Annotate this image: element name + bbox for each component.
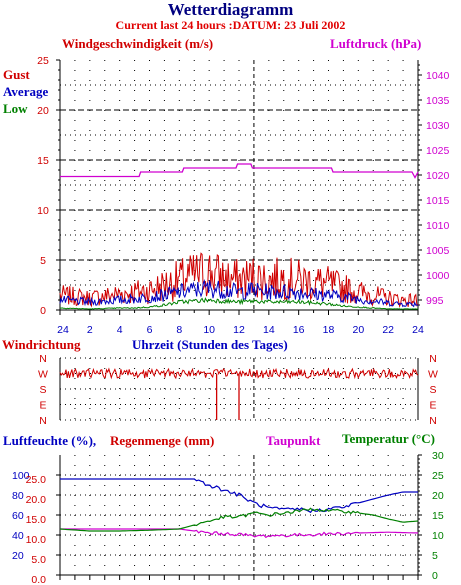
wind-tick-label: 15 [37,155,49,167]
pressure-tick-label: 1010 [426,220,450,232]
pressure-tick-label: 1030 [426,120,450,132]
winddir-tick-label-right: N [429,353,437,365]
rain-tick-label: 15.0 [26,514,47,526]
rain-tick-label: 20.0 [26,494,47,506]
temperature-tick-label: 15 [432,510,444,522]
winddir-tick-label-left: S [39,384,46,396]
winddir-tick-label-left: E [39,400,46,412]
pressure-tick-label: 1025 [426,145,450,157]
chart-subtitle: Current last 24 hours :DATUM: 23 Juli 20… [115,18,346,32]
series-average [59,279,419,308]
humidity-tick-label: 20 [12,550,24,562]
humidity-tick-label: 80 [12,490,24,502]
hour-tick-label: 8 [176,324,182,336]
pressure-axis-label: Luftdruck (hPa) [330,36,422,51]
hour-tick-label: 24 [57,324,69,336]
pressure-tick-label: 1000 [426,270,450,282]
winddir-tick-label-right: W [428,369,438,381]
pressure-tick-label: 1015 [426,195,450,207]
winddir-tick-label-left: N [39,353,47,365]
hour-tick-label: 14 [263,324,275,336]
legend-average: Average [3,84,49,99]
legend-low: Low [3,101,28,116]
winddir-axis-label: Windrichtung [2,337,81,352]
wind-tick-label: 25 [37,55,49,67]
wind-tick-label: 5 [40,255,46,267]
wind-tick-label: 0 [40,305,46,317]
hour-tick-label: 22 [382,324,394,336]
temperature-axis-label: Temperatur (°C) [342,431,435,446]
pressure-tick-label: 1035 [426,95,450,107]
hour-tick-label: 24 [412,324,424,336]
series-luftdruck [60,163,419,179]
temperature-tick-label: 20 [432,490,444,502]
series-low [59,297,419,310]
hour-tick-label: 4 [117,324,123,336]
wind-axis-label: Windgeschwindigkeit (m/s) [62,36,214,51]
humidity-tick-label: 100 [12,470,30,482]
temperature-tick-label: 25 [432,470,444,482]
hours-axis-label: Uhrzeit (Stunden des Tages) [132,337,288,352]
winddir-tick-label-left: N [39,415,47,427]
wind-tick-label: 20 [37,105,49,117]
legend-gust: Gust [3,67,30,82]
humidity-tick-label: 60 [12,510,24,522]
temperature-tick-label: 30 [432,450,444,462]
temperature-tick-label: 0 [432,570,438,582]
hour-tick-label: 20 [352,324,364,336]
winddir-tick-label-right: E [429,400,436,412]
pressure-tick-label: 1020 [426,170,450,182]
hour-tick-label: 6 [147,324,153,336]
pressure-tick-label: 995 [426,295,444,307]
winddir-tick-label-right: N [429,415,437,427]
rain-tick-label: 5.0 [31,554,46,566]
rain-tick-label: 25.0 [26,474,47,486]
hour-tick-label: 10 [203,324,215,336]
hour-tick-label: 2 [87,324,93,336]
pressure-tick-label: 1005 [426,245,450,257]
dewpoint-axis-label: Taupunkt [266,433,321,448]
series-taupunkt [60,528,419,539]
rain-tick-label: 0.0 [31,574,46,585]
temperature-tick-label: 5 [432,550,438,562]
humidity-axis-label: Luftfeuchte (%), [3,433,97,448]
rain-tick-label: 10.0 [26,534,47,546]
winddir-tick-label-right: S [429,384,436,396]
series-luftfeuchte [60,478,418,514]
series-gust [59,252,419,309]
rain-axis-label: Regenmenge (mm) [110,433,215,448]
hour-tick-label: 16 [293,324,305,336]
chart-title: Wetterdiagramm [167,0,294,19]
hour-tick-label: 12 [233,324,245,336]
winddir-tick-label-left: W [38,369,48,381]
pressure-tick-label: 1040 [426,70,450,82]
series-temperatur [59,507,419,532]
temperature-tick-label: 10 [432,530,444,542]
wind-tick-label: 10 [37,205,49,217]
humidity-tick-label: 40 [12,530,24,542]
hour-tick-label: 18 [323,324,335,336]
